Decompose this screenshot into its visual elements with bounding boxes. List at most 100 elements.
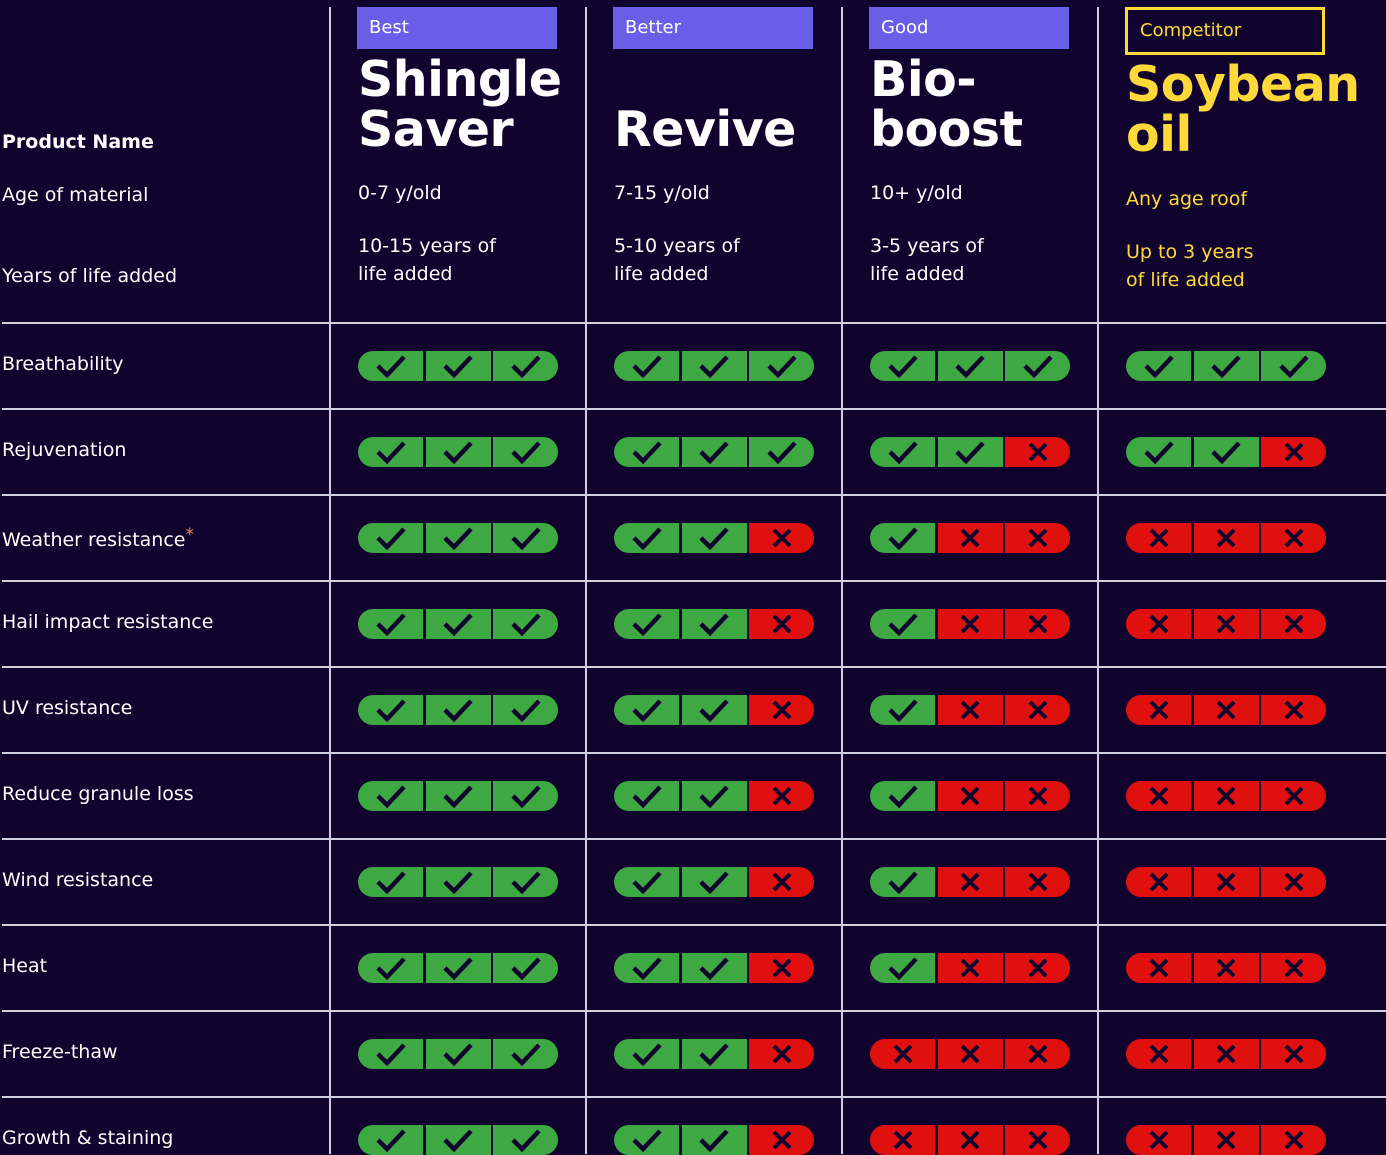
row-label: Hail impact resistance [2, 611, 213, 633]
rating-segment [1261, 695, 1326, 725]
rating-segment [614, 953, 679, 983]
rating-segment [681, 695, 747, 725]
rating-segment [425, 351, 491, 381]
row-label-text: Weather resistance [2, 529, 186, 551]
rating-segment [425, 1039, 491, 1069]
rating-segment [870, 1125, 935, 1155]
rating-segment [1261, 953, 1326, 983]
row-label: Growth & staining [2, 1127, 173, 1149]
product-name: Soybean [1126, 56, 1360, 113]
rating-segment [493, 867, 558, 897]
rating-segment [749, 437, 814, 467]
row-divider [2, 1096, 1386, 1098]
rating-segment [749, 523, 814, 553]
age-text: 0-7 y/old [358, 182, 442, 204]
rating-segment [1261, 609, 1326, 639]
rating-segment [937, 953, 1003, 983]
rating-segment [1126, 437, 1191, 467]
years-text: of life added [1126, 269, 1245, 291]
rating-segment [425, 953, 491, 983]
rating-segment [493, 609, 558, 639]
rating-segment [1193, 953, 1259, 983]
row-divider [2, 752, 1386, 754]
rating-segment [358, 1125, 423, 1155]
rating-segment [425, 695, 491, 725]
row-divider [2, 666, 1386, 668]
rating-segment [749, 781, 814, 811]
footnote-mark: * [185, 525, 194, 545]
rating-segment [493, 1039, 558, 1069]
rating-segment [493, 437, 558, 467]
rating-segment [937, 523, 1003, 553]
row-label-text: Freeze-thaw [2, 1041, 118, 1063]
rating-segment [1126, 781, 1191, 811]
row-divider [2, 924, 1386, 926]
row-divider [2, 580, 1386, 582]
rating-segment [614, 781, 679, 811]
rating-segment [870, 523, 935, 553]
rating-segment [614, 1125, 679, 1155]
rating-segment [1005, 351, 1070, 381]
rating-segment [1126, 1125, 1191, 1155]
badge: Best [357, 7, 557, 49]
rating-segment [1005, 437, 1070, 467]
rating-segment [1126, 1039, 1191, 1069]
product-name: Bio- [870, 51, 977, 108]
row-label: Heat [2, 955, 47, 977]
row-label-text: Heat [2, 955, 48, 977]
rating-segment [358, 867, 423, 897]
row-divider [2, 408, 1386, 410]
rating-segment [1126, 609, 1191, 639]
rating-segment [1193, 523, 1259, 553]
rating-segment [681, 781, 747, 811]
rating-segment [1005, 953, 1070, 983]
rating-segment [1261, 1125, 1326, 1155]
rating-segment [681, 1039, 747, 1069]
rating-segment [1193, 1125, 1259, 1155]
rating-segment [1005, 1125, 1070, 1155]
rating-segment [1193, 609, 1259, 639]
rating-segment [1126, 953, 1191, 983]
row-divider [2, 322, 1386, 324]
product-name: Saver [358, 101, 514, 158]
rating-segment [749, 695, 814, 725]
row-label-text: UV resistance [2, 697, 133, 719]
rating-segment [870, 437, 935, 467]
years-text: life added [614, 263, 709, 285]
rating-segment [1126, 523, 1191, 553]
rating-segment [1261, 351, 1326, 381]
badge: Competitor [1125, 7, 1325, 55]
rating-segment [1005, 1039, 1070, 1069]
rating-segment [358, 609, 423, 639]
rating-segment [681, 1125, 747, 1155]
rating-segment [937, 437, 1003, 467]
age-text: 10+ y/old [870, 182, 963, 204]
age-text: Any age roof [1126, 188, 1248, 210]
rating-segment [937, 1125, 1003, 1155]
rating-segment [870, 609, 935, 639]
rating-segment [1193, 695, 1259, 725]
rating-segment [1005, 781, 1070, 811]
rating-segment [425, 609, 491, 639]
rating-segment [358, 1039, 423, 1069]
rating-segment [1126, 351, 1191, 381]
rating-segment [1005, 609, 1070, 639]
age-text: 7-15 y/old [614, 182, 710, 204]
product-name: boost [870, 101, 1023, 158]
rating-segment [425, 437, 491, 467]
badge: Good [869, 7, 1069, 49]
row-label-text: Wind resistance [2, 869, 154, 891]
row-label: UV resistance [2, 697, 132, 719]
rating-segment [425, 867, 491, 897]
row-divider [2, 494, 1386, 496]
rating-segment [1005, 867, 1070, 897]
rating-segment [358, 437, 423, 467]
rating-segment [870, 1039, 935, 1069]
rating-segment [614, 867, 679, 897]
row-label-text: Rejuvenation [2, 439, 127, 461]
rating-segment [1261, 781, 1326, 811]
row-label: Breathability [2, 353, 124, 375]
rating-segment [1193, 437, 1259, 467]
row-label: Wind resistance [2, 869, 153, 891]
